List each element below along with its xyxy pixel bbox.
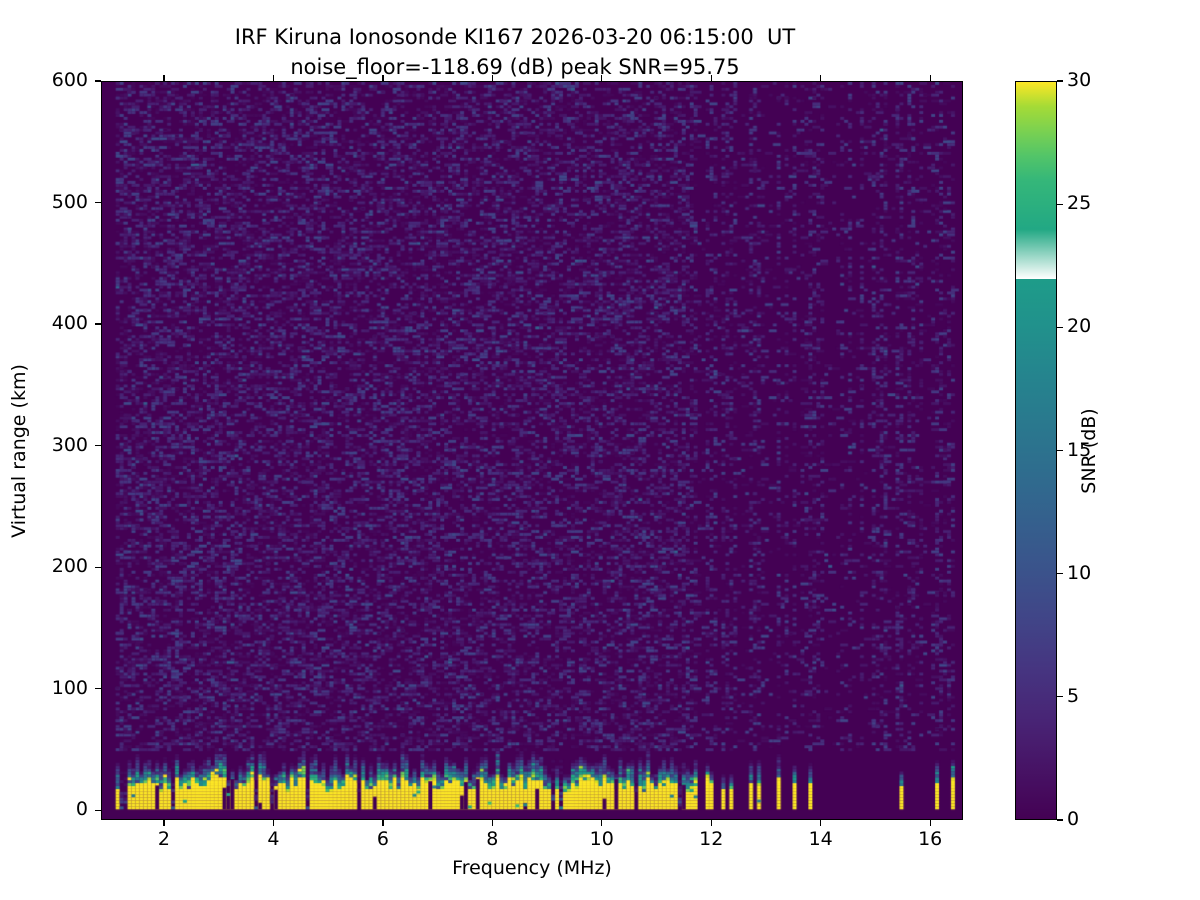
y-tick-label: 400 (51, 312, 88, 335)
y-tick-mark (95, 323, 101, 325)
x-tick-mark (601, 820, 603, 826)
x-tick-label: 4 (267, 828, 280, 850)
x-tick-mark-top (272, 75, 275, 81)
x-tick-mark (710, 820, 712, 826)
colorbar-tick-mark (1057, 326, 1063, 328)
x-tick-mark (820, 820, 822, 826)
x-tick-mark-top (820, 75, 822, 81)
x-tick-mark (382, 820, 384, 826)
x-axis-label: Frequency (MHz) (452, 857, 612, 879)
x-tick-mark (272, 820, 275, 826)
colorbar-tick-label: 25 (1067, 192, 1092, 215)
x-tick-mark (163, 820, 165, 826)
x-tick-label: 10 (589, 828, 614, 850)
x-tick-label: 8 (486, 828, 499, 850)
colorbar-tick-mark (1057, 573, 1063, 575)
figure-title-line-2: noise_floor=-118.69 (dB) peak SNR=95.75 (290, 55, 740, 79)
colorbar-tick-mark (1057, 449, 1063, 452)
colorbar-tick-mark (1057, 80, 1063, 82)
colorbar-tick-mark (1057, 819, 1063, 821)
ionogram-plot-area[interactable] (101, 81, 963, 820)
colorbar-label: SNR (dB) (1078, 407, 1100, 494)
colorbar-tick-label: 15 (1067, 438, 1092, 461)
x-tick-label: 16 (918, 828, 943, 850)
colorbar[interactable] (1015, 81, 1057, 820)
figure-title-line-1: IRF Kiruna Ionosonde KI167 2026-03-20 06… (234, 25, 796, 49)
x-tick-label: 14 (808, 828, 833, 850)
y-tick-label: 600 (51, 69, 88, 91)
colorbar-tick-label: 20 (1067, 315, 1092, 338)
x-tick-mark-top (929, 75, 931, 81)
y-tick-label: 200 (51, 555, 88, 578)
y-tick-label: 300 (51, 433, 88, 456)
y-tick-mark (95, 566, 101, 568)
x-tick-mark-top (710, 75, 712, 81)
x-tick-label: 2 (157, 828, 170, 850)
y-tick-label: 500 (51, 190, 88, 213)
y-tick-mark (95, 809, 101, 811)
x-tick-mark-top (163, 75, 165, 81)
ionogram-heatmap (102, 82, 962, 819)
colorbar-tick-label: 30 (1067, 69, 1092, 91)
y-tick-label: 0 (75, 798, 88, 821)
x-tick-mark-top (491, 75, 493, 81)
x-tick-label: 6 (376, 828, 389, 850)
colorbar-tick-label: 0 (1067, 808, 1080, 830)
y-tick-mark (95, 688, 101, 690)
y-tick-mark (95, 201, 101, 204)
x-tick-mark (491, 820, 493, 826)
colorbar-tick-label: 10 (1067, 561, 1092, 584)
colorbar-tick-mark (1057, 203, 1063, 205)
x-tick-label: 12 (699, 828, 724, 850)
figure-title: IRF Kiruna Ionosonde KI167 2026-03-20 06… (0, 22, 1030, 82)
x-tick-mark (929, 820, 931, 826)
y-axis-label: Virtual range (km) (8, 363, 30, 538)
y-tick-mark (95, 444, 101, 447)
y-tick-mark (95, 80, 101, 82)
x-tick-mark-top (601, 75, 603, 81)
x-tick-mark-top (382, 75, 384, 81)
colorbar-tick-mark (1057, 696, 1063, 698)
colorbar-tick-label: 5 (1067, 684, 1080, 707)
y-tick-label: 100 (51, 676, 88, 699)
